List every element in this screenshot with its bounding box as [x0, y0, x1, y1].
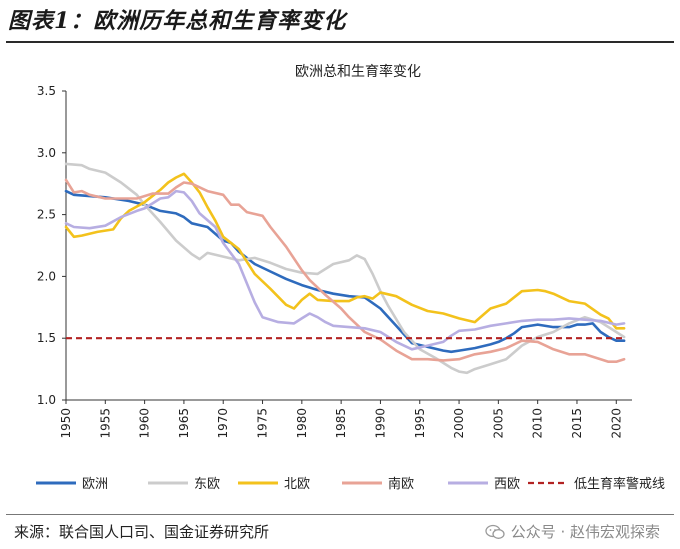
y-tick-label: 1.5: [37, 331, 56, 345]
legend-label-东欧: 东欧: [194, 477, 220, 492]
x-tick-label: 1985: [334, 408, 348, 439]
x-tick-label: 1955: [98, 408, 112, 439]
chart: 1.0 1.5 2.0 2.5 3.0 3.5 1950 1955 1960 1965 1970 19…: [36, 63, 665, 492]
legend-label-低生育率警戒线: 低生育率警戒线: [574, 476, 665, 492]
chart-legend: 欧洲 东欧 北欧 南欧 西欧 低生育率警戒线: [36, 476, 665, 492]
chart-series: [64, 162, 626, 375]
series-line-北欧: [64, 172, 626, 330]
x-tick-label: 1970: [216, 408, 230, 439]
x-tick-label: 2000: [452, 408, 466, 439]
y-tick-label: 2.0: [37, 269, 56, 283]
y-tick-label: 3.5: [37, 84, 56, 98]
x-tick-label: 1965: [177, 408, 191, 439]
figure-title: 图表1：欧洲历年总和生育率变化: [8, 8, 347, 34]
source-note: 来源：联合国人口司、国金证券研究所: [14, 523, 270, 541]
watermark-text: 公众号 · 赵伟宏观探索: [510, 523, 660, 541]
title-divider: [6, 41, 674, 43]
x-tick-label: 1950: [59, 408, 73, 439]
x-tick-label: 2020: [609, 408, 623, 439]
series-line-西欧: [64, 189, 626, 351]
series-line-东欧: [64, 162, 626, 375]
x-tick-label: 1980: [295, 408, 309, 439]
chart-title: 欧洲总和生育率变化: [295, 63, 421, 80]
x-tick-label: 2005: [491, 408, 505, 439]
x-tick-label: 1975: [256, 408, 270, 439]
watermark: 公众号 · 赵伟宏观探索: [485, 519, 660, 545]
footer-divider: [6, 514, 674, 515]
legend-label-北欧: 北欧: [284, 477, 310, 492]
y-tick-label: 2.5: [37, 208, 56, 222]
series-line-南欧: [64, 178, 626, 363]
legend-label-欧洲: 欧洲: [82, 477, 108, 492]
x-tick-label: 2015: [570, 408, 584, 439]
x-tick-label: 2010: [531, 408, 545, 439]
x-tick-label: 1990: [373, 408, 387, 439]
chart-axes: 1.0 1.5 2.0 2.5 3.0 3.5 1950 1955 1960 1965 1970 19…: [37, 84, 632, 439]
x-tick-label: 1995: [413, 408, 427, 439]
x-tick-label: 1960: [138, 408, 152, 439]
legend-label-西欧: 西欧: [494, 477, 520, 492]
y-tick-label: 1.0: [37, 393, 56, 407]
legend-label-南欧: 南欧: [388, 476, 414, 492]
y-tick-label: 3.0: [37, 146, 56, 160]
wechat-icon: [485, 524, 505, 539]
